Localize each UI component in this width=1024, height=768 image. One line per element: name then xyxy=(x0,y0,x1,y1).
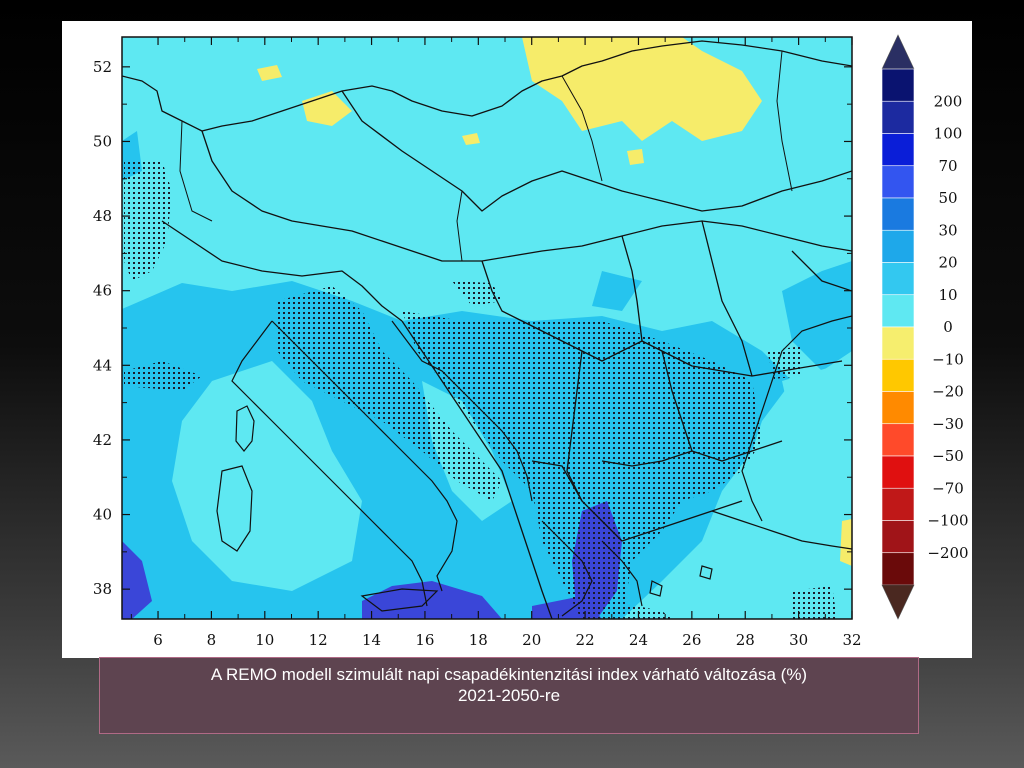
y-tick-label: 38 xyxy=(93,580,112,598)
x-axis-ticks: 6 8 10 12 14 16 18 20 22 24 26 28 30 32 xyxy=(130,37,862,649)
x-tick: 24 xyxy=(629,37,648,649)
colorbar-swatch xyxy=(881,326,915,360)
colorbar-bottom-arrow xyxy=(881,584,915,620)
x-tick: 20 xyxy=(522,37,541,649)
y-tick: 44 xyxy=(93,356,852,374)
x-tick-label: 14 xyxy=(362,631,381,649)
x-tick-label: 24 xyxy=(629,631,648,649)
y-axis-ticks: 52 50 48 46 44 42 40 38 xyxy=(93,58,852,598)
y-tick-label: 42 xyxy=(93,431,112,449)
colorbar-swatch xyxy=(881,358,915,392)
x-tick: 28 xyxy=(736,37,755,649)
x-tick-label: 22 xyxy=(576,631,595,649)
colorbar-swatch xyxy=(881,229,915,263)
colorbar-label: −100 xyxy=(927,512,968,530)
x-tick: 22 xyxy=(576,37,595,649)
colorbar-label: −200 xyxy=(927,544,968,562)
x-tick: 16 xyxy=(415,37,434,649)
caption-line-2: 2021-2050-re xyxy=(457,686,561,705)
colorbar-label: 0 xyxy=(943,318,953,336)
colorbar-label: 30 xyxy=(938,221,957,239)
y-tick: 48 xyxy=(93,207,852,225)
precipitation-change-map-figure: 6 8 10 12 14 16 18 20 22 24 26 28 30 32 52 50 48 46 44 42 4… xyxy=(62,21,972,658)
map-caption: A REMO modell szimulált napi csapadékint… xyxy=(99,657,919,734)
colorbar-swatch xyxy=(881,165,915,199)
x-tick: 12 xyxy=(309,37,328,649)
map-panel xyxy=(122,37,852,619)
coastlines xyxy=(216,315,852,617)
x-tick-label: 10 xyxy=(255,631,274,649)
x-tick-label: 16 xyxy=(415,631,434,649)
colorbar-swatch xyxy=(881,520,915,554)
y-tick: 42 xyxy=(93,431,852,449)
y-tick: 38 xyxy=(93,580,852,598)
x-tick-label: 30 xyxy=(789,631,808,649)
colorbar-swatch xyxy=(881,262,915,296)
x-tick-label: 26 xyxy=(682,631,701,649)
colorbar-swatch xyxy=(881,487,915,521)
y-tick-label: 50 xyxy=(93,132,112,150)
colorbar-label: 10 xyxy=(938,286,957,304)
x-tick: 18 xyxy=(469,37,488,649)
x-tick-label: 18 xyxy=(469,631,488,649)
colorbar-label: −20 xyxy=(932,383,964,401)
x-tick: 26 xyxy=(682,37,701,649)
colorbar-label: −50 xyxy=(932,447,964,465)
colorbar-label: 50 xyxy=(938,189,957,207)
x-tick: 10 xyxy=(255,37,274,649)
colorbar-label: 20 xyxy=(938,254,957,272)
x-tick: 8 xyxy=(207,37,217,649)
colorbar-label: 200 xyxy=(934,92,963,110)
y-tick-label: 52 xyxy=(93,58,112,76)
colorbar-label: 70 xyxy=(938,157,957,175)
x-tick: 6 xyxy=(153,37,163,649)
colorbar-swatch xyxy=(881,133,915,167)
y-tick: 52 xyxy=(93,58,852,76)
colorbar-swatch xyxy=(881,552,915,586)
x-tick-label: 32 xyxy=(842,631,861,649)
inner-borders xyxy=(179,50,793,262)
colorbar-swatch xyxy=(881,100,915,134)
colorbar-top-arrow xyxy=(881,34,915,70)
significance-stippling xyxy=(124,161,837,619)
x-tick-label: 8 xyxy=(207,631,217,649)
x-tick-label: 28 xyxy=(736,631,755,649)
y-tick-label: 46 xyxy=(93,282,112,300)
colorbar-label: 100 xyxy=(934,125,963,143)
x-tick-label: 6 xyxy=(153,631,163,649)
y-tick-label: 40 xyxy=(93,506,112,524)
colorbar-swatch xyxy=(881,68,915,102)
colorbar-swatch xyxy=(881,391,915,425)
colorbar-label: −30 xyxy=(932,415,964,433)
x-tick: 30 xyxy=(789,37,808,649)
colorbar-swatch xyxy=(881,423,915,457)
x-tick-label: 12 xyxy=(309,631,328,649)
colorbar-swatch xyxy=(881,294,915,328)
country-borders xyxy=(122,40,852,619)
colorbar-swatch xyxy=(881,197,915,231)
x-tick: 14 xyxy=(362,37,381,649)
y-tick: 40 xyxy=(93,506,852,524)
colorbar-label: −10 xyxy=(932,350,964,368)
y-tick: 46 xyxy=(93,282,852,300)
x-tick: 32 xyxy=(842,37,862,649)
y-tick: 50 xyxy=(93,132,852,150)
x-tick-label: 20 xyxy=(522,631,541,649)
caption-line-1: A REMO modell szimulált napi csapadékint… xyxy=(210,665,808,684)
colorbar-swatch xyxy=(881,455,915,489)
y-tick-label: 44 xyxy=(93,356,112,374)
colorbar-label: −70 xyxy=(932,479,964,497)
y-tick-label: 48 xyxy=(93,207,112,225)
